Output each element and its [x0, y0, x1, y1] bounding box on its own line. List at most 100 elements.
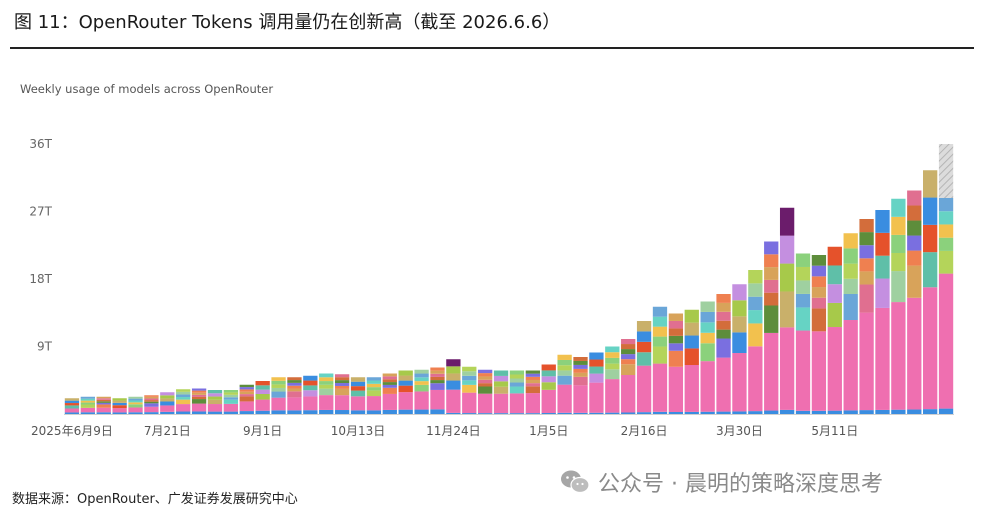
bar-segment: [382, 393, 397, 410]
bar: [398, 370, 413, 414]
bar-segment: [811, 287, 827, 298]
bar-segment: [573, 412, 588, 414]
bar-segment: [795, 293, 811, 308]
bar-segment: [207, 393, 223, 397]
bar-segment: [239, 396, 254, 402]
bar-segment: [811, 255, 827, 266]
bar-segment: [827, 327, 842, 411]
bar-segment: [891, 302, 906, 410]
bar-segment: [716, 320, 731, 330]
bar-segment: [923, 170, 938, 198]
bar-segment: [382, 409, 397, 414]
bar-segment: [938, 198, 954, 212]
bar-segment: [207, 404, 223, 412]
bar-segment: [859, 232, 874, 246]
bar-segment: [319, 409, 334, 414]
bar-segment: [239, 411, 254, 414]
bar-segment: [96, 396, 111, 399]
bar-segment: [748, 296, 763, 311]
bar-segment: [668, 366, 684, 412]
bar: [716, 294, 731, 414]
bar-segment: [795, 307, 811, 331]
bar-segment: [144, 401, 159, 404]
bar-segment: [811, 276, 827, 288]
bar: [223, 390, 239, 414]
bar-segment: [382, 387, 397, 394]
bar-segment: [191, 392, 207, 395]
bar-segment: [271, 387, 286, 392]
bar-segment: [287, 377, 302, 381]
bar: [160, 392, 175, 414]
bar-segment: [859, 258, 874, 272]
bar-segment: [732, 411, 747, 414]
bar: [303, 375, 318, 414]
bar-segment: [414, 409, 429, 414]
bar-segment: [748, 323, 763, 347]
bar-segment: [684, 365, 699, 412]
bar-segment: [462, 413, 477, 414]
bar-segment: [716, 411, 731, 414]
bar-segment: [573, 372, 588, 377]
bar-segment: [938, 408, 954, 414]
bar: [668, 313, 684, 414]
bar-segment: [779, 207, 795, 236]
bar-segment: [96, 399, 111, 402]
bar-segment: [779, 409, 795, 415]
bar: [636, 321, 652, 414]
bar-segment: [636, 412, 652, 414]
bar-segment: [605, 369, 620, 380]
bar-segment: [859, 284, 874, 313]
bar-segment: [334, 395, 350, 411]
bar-segment: [621, 339, 636, 345]
bar-segment: [350, 377, 366, 382]
bar: [541, 364, 556, 414]
watermark-text: 公众号 · 晨明的策略深度思考: [598, 472, 883, 497]
bar-segment: [843, 293, 858, 321]
bar-segment: [271, 391, 286, 398]
bar-segment: [764, 332, 779, 411]
bar-segment: [382, 379, 397, 383]
bar-segment: [128, 412, 143, 414]
bar: [779, 207, 795, 415]
bar-segment: [732, 332, 747, 354]
bar-segment: [398, 375, 413, 381]
bar-segment: [239, 401, 254, 412]
bar-segment: [334, 374, 350, 378]
bar-segment: [684, 411, 699, 414]
bar-segment: [525, 383, 540, 387]
bar: [907, 190, 922, 414]
bar-segment: [732, 316, 747, 333]
bar-segment: [462, 371, 477, 376]
bar-segment: [700, 343, 715, 362]
bar-segment: [191, 399, 207, 404]
bar-segment: [271, 397, 286, 411]
bar-segment: [462, 380, 477, 385]
bar-segment: [414, 369, 429, 374]
bar-segment: [128, 396, 143, 399]
bar-segment: [652, 336, 668, 347]
bar-segment: [255, 381, 270, 386]
bar-segment: [764, 254, 779, 268]
bar-segment: [907, 205, 922, 221]
bar-segment: [541, 364, 556, 371]
bar-segment: [509, 386, 525, 394]
bar: [938, 144, 954, 414]
bar-segment: [64, 412, 80, 414]
bar-segment: [319, 384, 334, 389]
bar-segment: [64, 408, 80, 413]
bar-segment: [891, 216, 906, 235]
bar-segment: [875, 409, 890, 414]
bar-segment: [938, 211, 954, 225]
bar-segment: [923, 224, 938, 253]
bar-segment: [255, 394, 270, 400]
bar-segment: [843, 320, 858, 411]
bar-segment: [589, 352, 604, 360]
bar-series: [64, 144, 954, 415]
bar: [239, 384, 254, 414]
bar-segment: [589, 412, 604, 414]
bar-segment: [176, 399, 191, 405]
bar-segment: [795, 410, 811, 414]
bar: [478, 369, 493, 414]
bar-segment: [382, 382, 397, 385]
bar-segment: [938, 237, 954, 251]
